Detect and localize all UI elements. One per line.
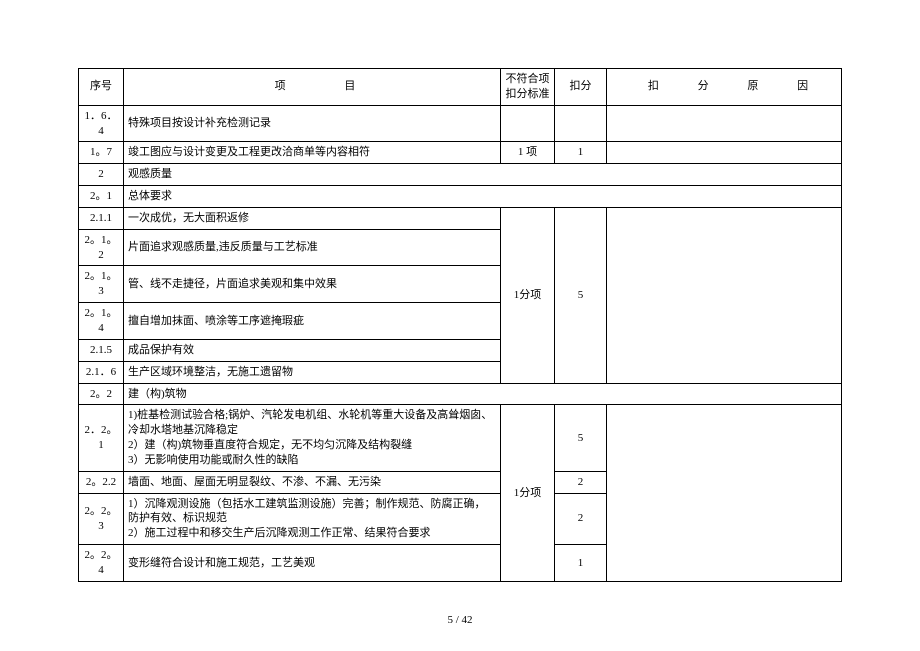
col-reason: 扣 分 原 因 bbox=[607, 69, 842, 106]
table-row: 2。1 总体要求 bbox=[79, 186, 842, 208]
col-item: 项 目 bbox=[124, 69, 501, 106]
table-row: 2.1.1 一次成优，无大面积返修 1分项 5 bbox=[79, 207, 842, 229]
col-seq: 序号 bbox=[79, 69, 124, 106]
col-std: 不符合项扣分标准 bbox=[501, 69, 555, 106]
page-number: 5 / 42 bbox=[0, 614, 920, 626]
table-row: 1．6．4 特殊项目按设计补充检测记录 bbox=[79, 105, 842, 142]
table-header-row: 序号 项 目 不符合项扣分标准 扣分 扣 分 原 因 bbox=[79, 69, 842, 106]
table-row: 1。7 竣工图应与设计变更及工程更改洽商单等内容相符 1 项 1 bbox=[79, 142, 842, 164]
table-row: 2．2。1 1)桩基检测试验合格;锅炉、汽轮发电机组、水轮机等重大设备及高耸烟囱… bbox=[79, 405, 842, 471]
table-row: 2。2 建（构)筑物 bbox=[79, 383, 842, 405]
table-row: 2 观感质量 bbox=[79, 164, 842, 186]
col-deduct: 扣分 bbox=[555, 69, 607, 106]
deduction-table: 序号 项 目 不符合项扣分标准 扣分 扣 分 原 因 1．6．4 特殊项目按设计… bbox=[78, 68, 842, 582]
